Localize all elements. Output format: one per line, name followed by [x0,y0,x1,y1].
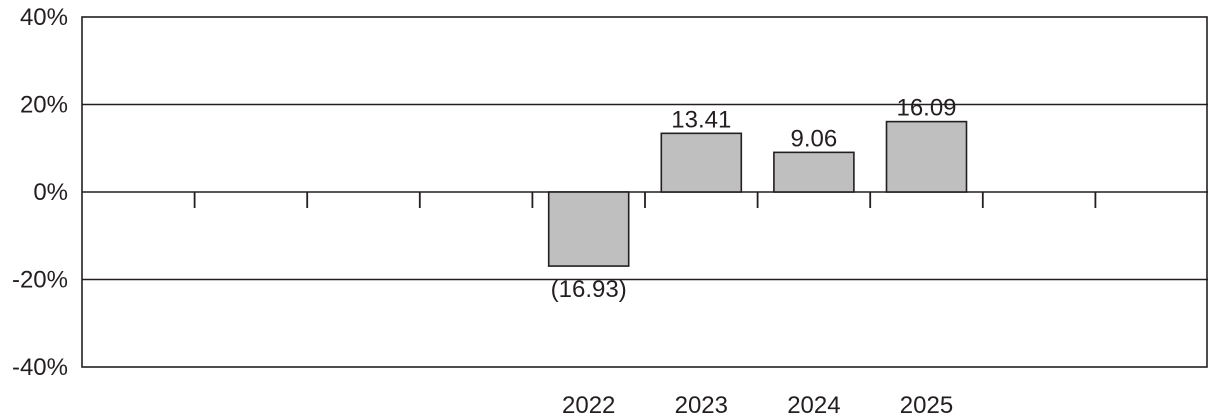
x-category-label-2022: 2022 [562,392,615,419]
data-label-2025: 16.09 [896,95,956,122]
bar-2025 [885,120,968,193]
axes [81,16,1208,368]
x-category-label-2023: 2023 [675,392,728,419]
data-label-2022: (16.93) [551,276,627,303]
plot-frame [81,16,1208,368]
x-category-label-2024: 2024 [787,392,840,419]
y-tick-label-4: -40% [12,354,68,381]
y-tick-label-3: -20% [12,267,68,294]
y-tick-label-0: 40% [20,4,68,31]
y-tick-label-2: 0% [33,179,68,206]
x-category-label-2025: 2025 [900,392,953,419]
bar-2024 [773,151,855,193]
y-tick-label-1: 20% [20,92,68,119]
data-label-2024: 9.06 [791,125,838,152]
bar-2022 [547,191,630,267]
bars [547,120,968,267]
bar-2023 [660,132,743,193]
labels: 40% 20% 0% -20% -40% (16.93) 2022 13.41 2023 9.06… [12,4,957,419]
data-label-2023: 13.41 [671,106,731,133]
